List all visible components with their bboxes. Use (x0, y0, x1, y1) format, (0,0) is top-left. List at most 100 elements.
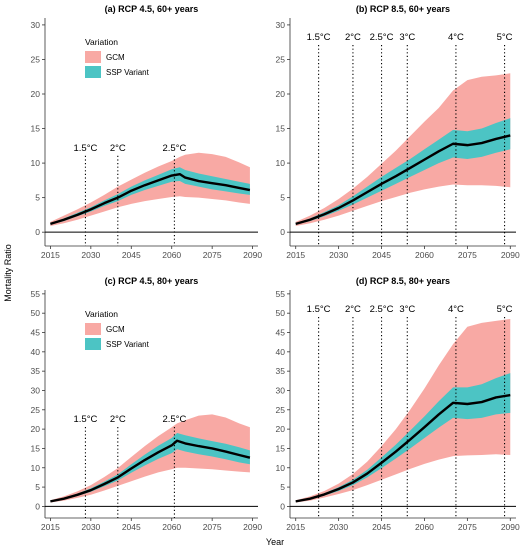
warming-marker-label: 2.5°C (370, 304, 394, 315)
x-tick-label: 2030 (81, 250, 100, 260)
y-tick-label: 15 (276, 124, 286, 134)
y-tick-label: 0 (280, 501, 285, 511)
warming-marker-label: 5°C (497, 304, 513, 315)
y-tick-label: 10 (31, 158, 41, 168)
y-tick-label: 5 (35, 482, 40, 492)
x-tick-label: 2045 (122, 522, 141, 532)
y-tick-label: 15 (31, 443, 41, 453)
y-tick-label: 50 (31, 308, 41, 318)
y-tick-label: 20 (276, 424, 286, 434)
legend-title: Variation (85, 37, 118, 47)
gcm-band (295, 73, 511, 226)
legend-label: SSP Variant (106, 68, 150, 77)
x-tick-label: 2015 (286, 250, 305, 260)
x-tick-label: 2015 (41, 250, 60, 260)
y-tick-label: 10 (276, 463, 286, 473)
warming-marker-label: 3°C (399, 32, 415, 43)
x-axis-title: Year (266, 537, 284, 547)
ssp-variant-band (295, 373, 511, 502)
legend-label: GCM (106, 325, 125, 334)
warming-marker-label: 2°C (110, 143, 126, 154)
y-tick-label: 55 (31, 289, 41, 299)
x-tick-label: 2045 (372, 250, 391, 260)
y-tick-label: 5 (280, 482, 285, 492)
y-tick-label: 30 (276, 385, 286, 395)
x-tick-label: 2075 (458, 522, 477, 532)
median-line (295, 134, 511, 226)
x-tick-label: 2075 (203, 522, 222, 532)
panel-c: (c) RCP 4.5, 80+ years 0 5 10 15 20 25 30 35 40 45… (31, 276, 263, 532)
y-tick-label: 45 (276, 328, 286, 338)
y-tick-label: 50 (276, 308, 286, 318)
warming-marker-label: 2°C (110, 414, 126, 425)
warming-marker-label: 1.5°C (74, 143, 98, 154)
x-tick-label: 2060 (162, 250, 181, 260)
x-tick-label: 2060 (415, 522, 434, 532)
x-tick-label: 2030 (329, 250, 348, 260)
x-tick-label: 2075 (458, 250, 477, 260)
y-tick-label: 45 (31, 328, 41, 338)
warming-marker-label: 5°C (497, 32, 513, 43)
panel-title: (b) RCP 8.5, 60+ years (356, 4, 450, 14)
warming-marker-label: 3°C (399, 304, 415, 315)
median-line (50, 172, 251, 226)
y-tick-label: 40 (276, 347, 286, 357)
y-tick-label: 30 (31, 385, 41, 395)
y-tick-label: 55 (276, 289, 286, 299)
panel-title: (c) RCP 4.5, 80+ years (105, 276, 199, 286)
x-tick-label: 2090 (501, 522, 520, 532)
y-tick-label: 35 (276, 366, 286, 376)
warming-marker-label: 2.5°C (162, 414, 186, 425)
y-tick-label: 15 (31, 124, 41, 134)
median-line (295, 393, 511, 503)
y-tick-label: 0 (280, 227, 285, 237)
x-tick-label: 2060 (415, 250, 434, 260)
y-tick-label: 10 (31, 463, 41, 473)
x-tick-label: 2090 (243, 250, 262, 260)
y-tick-label: 0 (35, 501, 40, 511)
y-tick-label: 25 (31, 54, 41, 64)
y-tick-label: 20 (31, 89, 41, 99)
legend-label: SSP Variant (106, 340, 150, 349)
gcm-band (295, 318, 511, 503)
warming-marker-label: 4°C (448, 304, 464, 315)
y-tick-label: 30 (276, 20, 286, 30)
warming-marker-label: 1.5°C (307, 32, 331, 43)
panel-a: (a) RCP 4.5, 60+ years 0 5 10 15 20 25 30 2015 20… (31, 4, 263, 260)
y-tick-label: 25 (276, 54, 286, 64)
y-axis-title: Mortality Ratio (3, 244, 13, 302)
legend-swatch (85, 66, 101, 78)
warming-marker-label: 1.5°C (307, 304, 331, 315)
x-tick-label: 2045 (372, 522, 391, 532)
gcm-band (50, 152, 250, 226)
y-tick-label: 25 (31, 405, 41, 415)
y-tick-label: 35 (31, 366, 41, 376)
median-line (50, 439, 251, 503)
x-tick-label: 2015 (41, 522, 60, 532)
legend-swatch (85, 51, 101, 63)
y-tick-label: 15 (276, 443, 286, 453)
legend-title: Variation (85, 309, 118, 319)
y-tick-label: 20 (276, 89, 286, 99)
warming-marker-label: 2°C (345, 32, 361, 43)
panel-title: (a) RCP 4.5, 60+ years (105, 4, 199, 14)
warming-marker-label: 2°C (345, 304, 361, 315)
x-tick-label: 2060 (162, 522, 181, 532)
panel-b: (b) RCP 8.5, 60+ years 0 5 10 15 20 25 30 2015 20… (276, 4, 520, 260)
legend-swatch (85, 323, 101, 335)
panel-d: (d) RCP 8.5, 80+ years 0 5 10 15 20 25 30 35 40 45… (276, 276, 520, 532)
x-tick-label: 2030 (329, 522, 348, 532)
y-tick-label: 5 (280, 193, 285, 203)
panel-title: (d) RCP 8.5, 80+ years (356, 276, 450, 286)
y-tick-label: 20 (31, 424, 41, 434)
x-tick-label: 2045 (122, 250, 141, 260)
warming-marker-label: 2.5°C (162, 143, 186, 154)
y-tick-label: 5 (35, 193, 40, 203)
warming-marker-label: 1.5°C (74, 414, 98, 425)
x-tick-label: 2075 (203, 250, 222, 260)
y-tick-label: 40 (31, 347, 41, 357)
y-tick-label: 25 (276, 405, 286, 415)
x-tick-label: 2030 (81, 522, 100, 532)
